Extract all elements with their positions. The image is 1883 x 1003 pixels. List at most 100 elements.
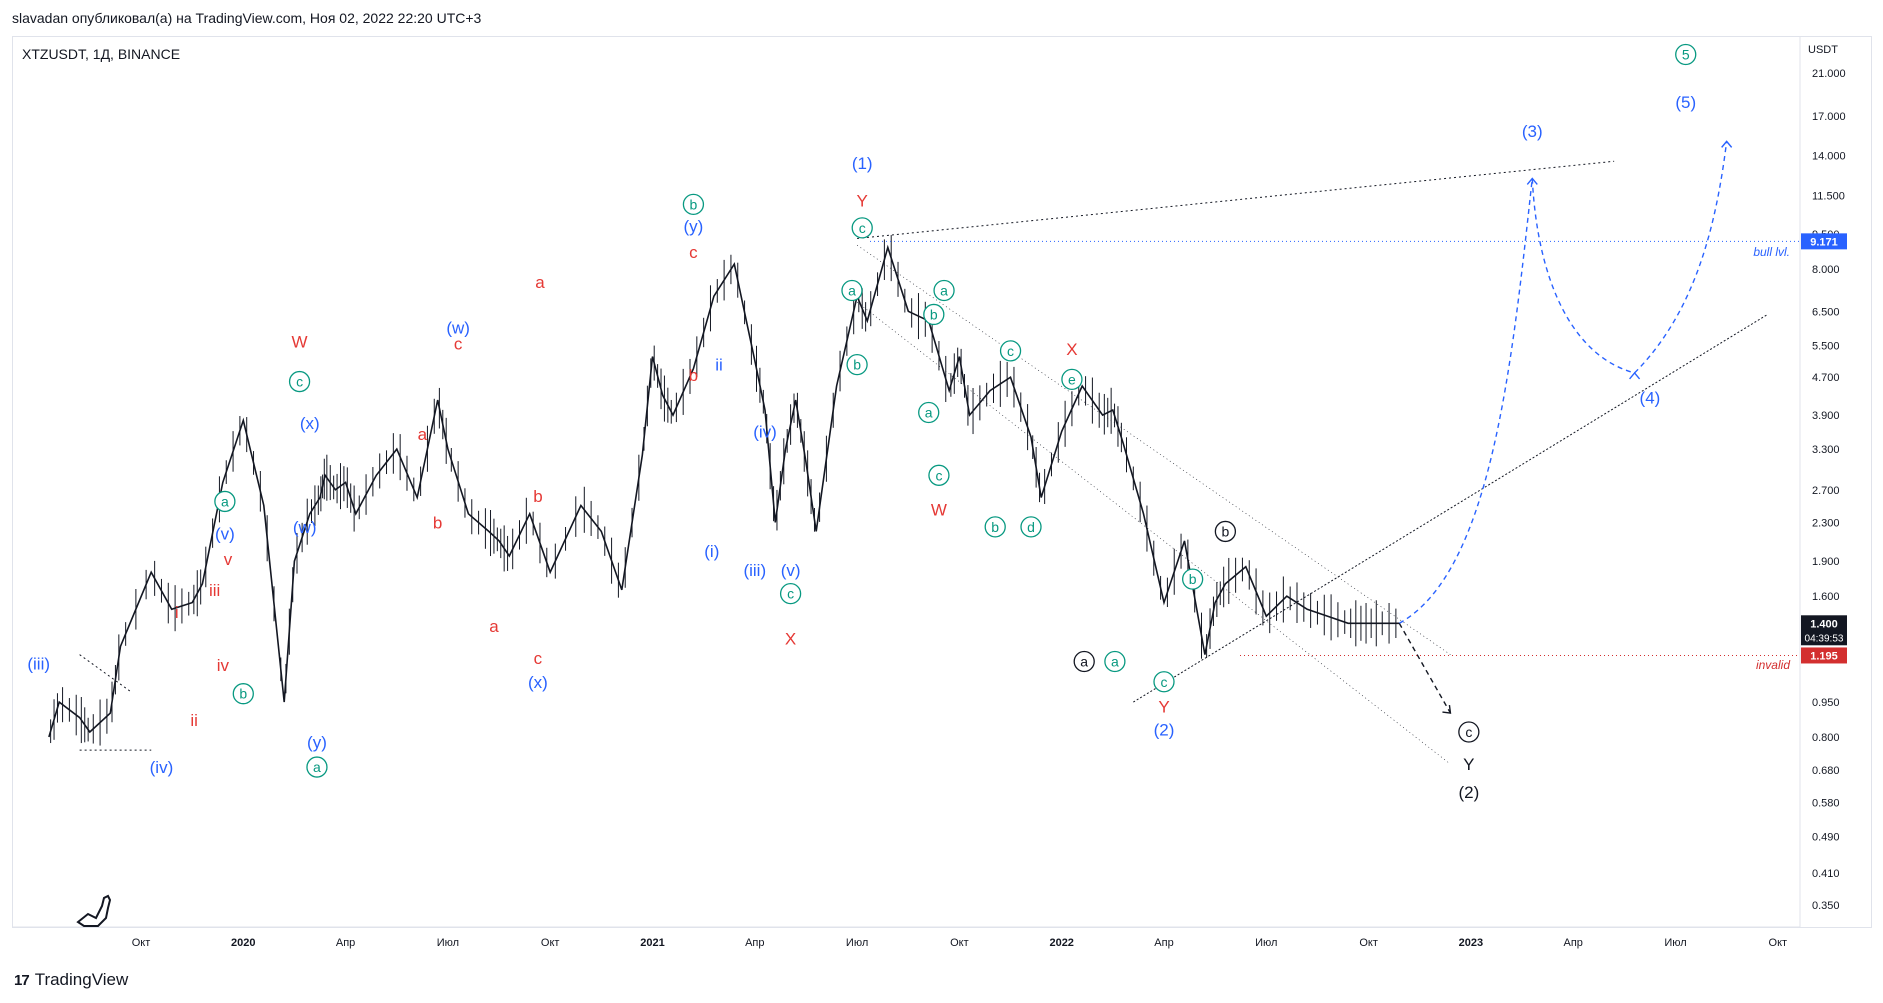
- wave-label: (i): [704, 542, 719, 561]
- wave-label: (2): [1154, 721, 1175, 740]
- x-tick-label: Апр: [1563, 937, 1582, 949]
- channel-lower-line: [856, 301, 1451, 765]
- wave-label: b: [689, 366, 698, 385]
- x-tick-label: Окт: [541, 937, 560, 949]
- projection-arrowhead: [1721, 140, 1733, 148]
- tradingview-logo-icon: 17: [14, 971, 30, 989]
- y-tick-label: 2.300: [1812, 517, 1840, 529]
- wave-label: (iv): [150, 758, 174, 777]
- level-badge-label: 1.195: [1810, 650, 1838, 662]
- chart-svg[interactable]: (iii)(iv)iiiiiiivv(v)abWc(x)(w)(y)aab(w)…: [0, 0, 1883, 960]
- wave-label: e: [1068, 371, 1076, 387]
- y-tick-label: 6.500: [1812, 306, 1840, 318]
- wave-label: c: [689, 243, 698, 262]
- y-tick-label: 1.900: [1812, 556, 1840, 568]
- y-tick-label: 0.680: [1812, 765, 1840, 777]
- wave-circle-marker: [999, 340, 1022, 362]
- wave-label: (iv): [753, 422, 777, 441]
- wave-label: (4): [1640, 389, 1661, 408]
- trend-lines: [79, 160, 1768, 765]
- wave-label: c: [859, 220, 866, 236]
- y-tick-label: 11.500: [1812, 190, 1845, 202]
- y-tick-label: 8.000: [1812, 264, 1840, 276]
- last-price-badge: [1801, 615, 1847, 646]
- wave-label: c: [454, 334, 463, 353]
- wave-label: c: [787, 586, 794, 602]
- wave-label: c: [296, 374, 303, 390]
- wave-label: (v): [781, 561, 801, 580]
- wave-label: (w): [446, 319, 470, 338]
- y-tick-label: 0.950: [1812, 697, 1840, 709]
- wave-label: a: [313, 759, 321, 775]
- publish-info: slavadan опубликовал(а) на TradingView.c…: [12, 10, 482, 26]
- wave-label: c: [1007, 343, 1014, 359]
- wave-circle-marker: [682, 193, 705, 216]
- wave-label: a: [1111, 654, 1119, 670]
- wave-label: b: [853, 357, 861, 373]
- wave-circle-marker: [779, 582, 802, 605]
- wave-label: (x): [300, 414, 320, 433]
- x-tick-label: Апр: [1154, 937, 1173, 949]
- wave-label: (x): [528, 673, 548, 692]
- wave-circle-marker: [984, 516, 1006, 538]
- wave-circle-marker: [1458, 721, 1480, 743]
- wave-label: W: [292, 333, 308, 352]
- y-tick-label: 0.410: [1812, 868, 1840, 880]
- wave-label: d: [1027, 519, 1035, 535]
- footer-brand[interactable]: 17 TradingView: [14, 970, 128, 990]
- level-badge: [1801, 233, 1847, 250]
- x-tick-label: 2020: [231, 937, 255, 949]
- projection-arrowhead: [1629, 371, 1641, 380]
- wave-label: c: [935, 467, 942, 483]
- x-tick-label: Апр: [336, 937, 355, 949]
- time-axis[interactable]: Окт 2020 Апр Июл Окт 2021 Апр Июл Окт 2022 Апр Июл О…: [12, 926, 1800, 949]
- level-badge-label: 9.171: [1810, 236, 1838, 248]
- wave-label: X: [785, 629, 796, 648]
- wave-label: iv: [217, 656, 230, 675]
- upper-trend-line: [857, 160, 1615, 240]
- wave-circle-marker: [214, 490, 236, 513]
- wave-circle-marker: [288, 370, 311, 393]
- x-tick-label: Апр: [745, 937, 764, 949]
- y-tick-label: 5.500: [1812, 340, 1840, 352]
- wave-circle-marker: [846, 353, 868, 376]
- wave-label: a: [535, 273, 545, 292]
- bull-level-label: bull lvl.: [1753, 245, 1790, 259]
- wave-label: a: [418, 425, 428, 444]
- wave-label: c: [1161, 674, 1168, 690]
- wave-circle-marker: [1061, 368, 1083, 391]
- y-tick-label: 0.350: [1812, 900, 1840, 912]
- x-tick-label: Окт: [132, 937, 151, 949]
- wave-circle-marker: [306, 756, 328, 778]
- dino-icon: [76, 894, 112, 927]
- wave-label: (1): [852, 154, 873, 173]
- wave-label: b: [239, 686, 247, 702]
- price-axis[interactable]: 21.00017.00014.00011.5009.5008.0006.5005…: [1799, 37, 1846, 927]
- wave-label: (y): [307, 733, 327, 752]
- wave-label: b: [690, 196, 698, 212]
- wave-circle-marker: [1020, 516, 1042, 538]
- x-tick-label: Июл: [437, 937, 459, 949]
- y-tick-label: 21.000: [1812, 68, 1846, 80]
- projection-paths: [1398, 140, 1733, 714]
- y-tick-label: 1.600: [1812, 591, 1840, 603]
- x-tick-label: Окт: [950, 937, 969, 949]
- x-tick-label: 2021: [640, 937, 664, 949]
- y-tick-label: 17.000: [1812, 111, 1846, 123]
- wave-label: 5: [1682, 47, 1690, 63]
- last-price-value: 1.400: [1810, 618, 1838, 630]
- projection-arrowhead: [1442, 704, 1452, 714]
- lower-trend-line: [1133, 314, 1768, 703]
- last-price-countdown: 04:39:53: [1805, 633, 1844, 644]
- wave-label: (2): [1458, 783, 1479, 802]
- x-tick-label: 2023: [1459, 937, 1483, 949]
- x-tick-label: Окт: [1769, 937, 1788, 949]
- x-tick-label: Июл: [846, 937, 868, 949]
- level-badge: [1801, 647, 1847, 664]
- wave-label: a: [925, 405, 933, 421]
- wave-label: a: [1080, 654, 1088, 670]
- price-levels: 9.171 1.195 1.400 04:39:53: [870, 233, 1847, 664]
- wave-circle-marker: [1214, 520, 1237, 543]
- wave-circle-marker: [1153, 671, 1175, 693]
- wave-label: (iii): [743, 561, 766, 580]
